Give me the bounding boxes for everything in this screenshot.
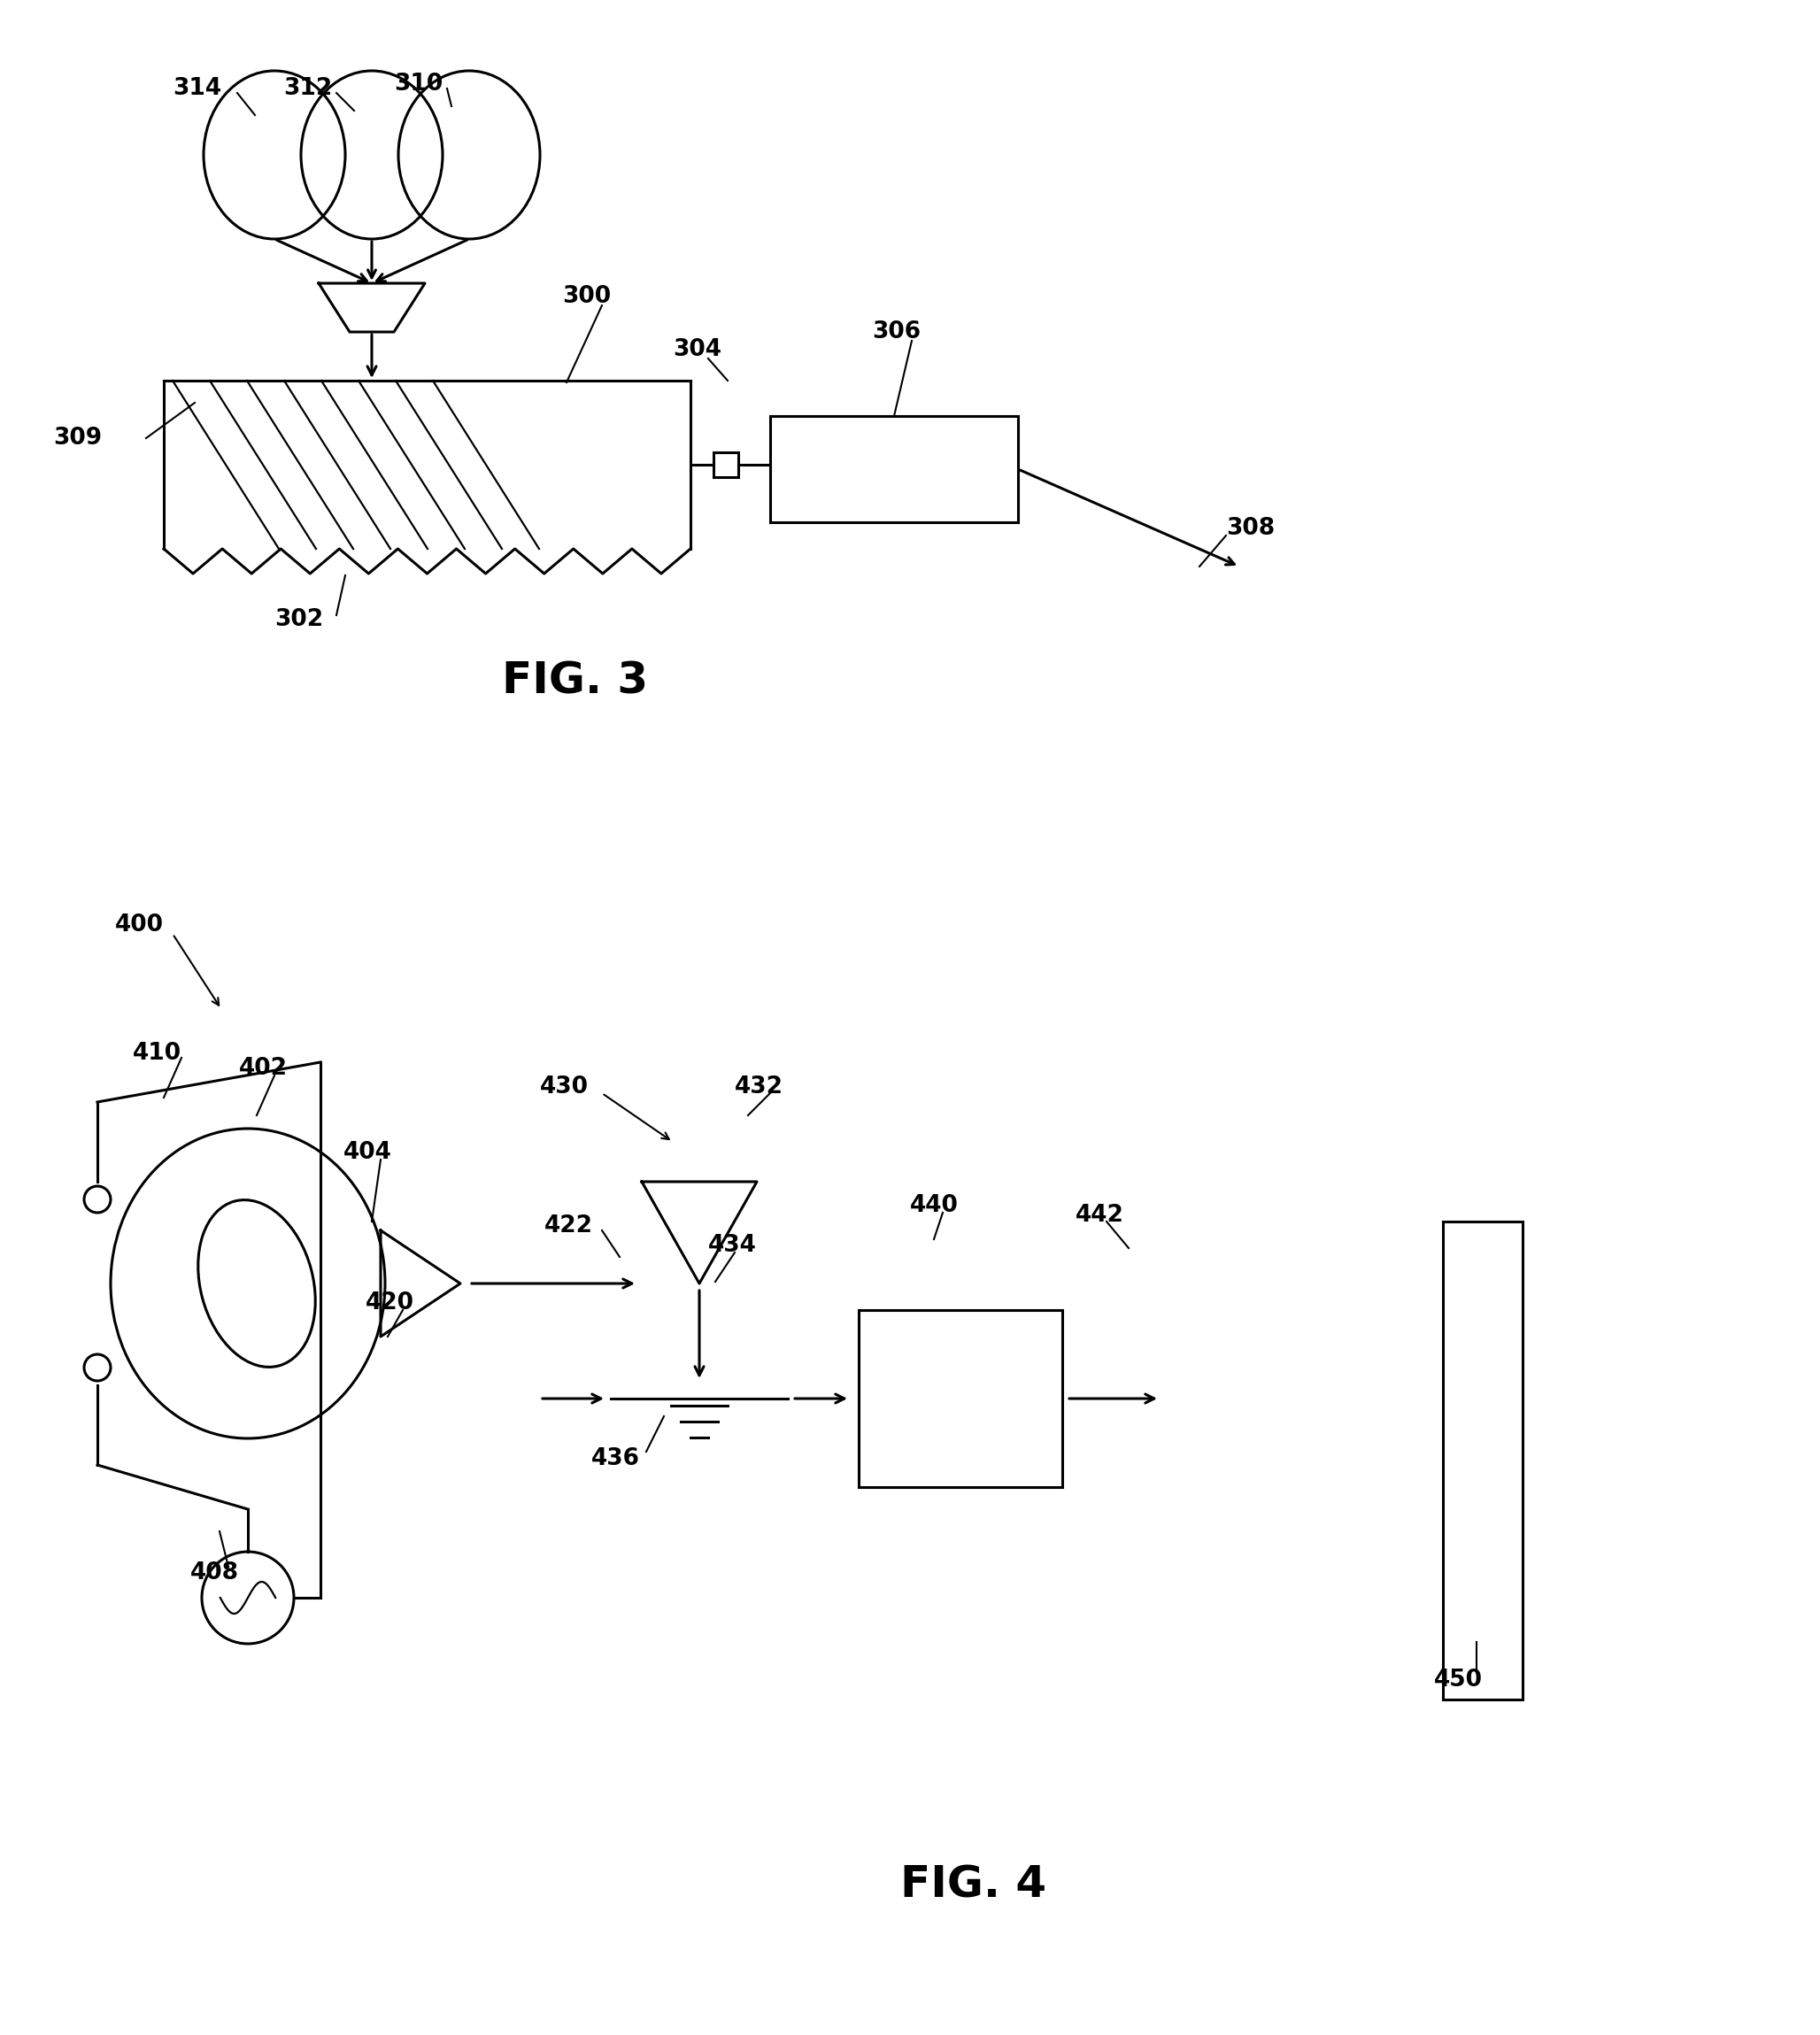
Text: 404: 404 (344, 1142, 391, 1164)
Text: 420: 420 (366, 1292, 415, 1315)
Text: 422: 422 (544, 1215, 593, 1237)
Text: FIG. 3: FIG. 3 (502, 659, 648, 702)
Text: 309: 309 (53, 427, 102, 450)
Text: 408: 408 (191, 1561, 238, 1585)
Text: 434: 434 (708, 1233, 757, 1258)
Text: 312: 312 (284, 77, 333, 100)
Text: 450: 450 (1434, 1669, 1483, 1691)
Text: 304: 304 (673, 338, 721, 360)
Text: 432: 432 (735, 1074, 783, 1099)
Text: 402: 402 (238, 1056, 288, 1081)
Text: 300: 300 (562, 285, 612, 307)
Bar (713, 452, 739, 476)
Bar (859, 1311, 1063, 1488)
Bar (1443, 1221, 1523, 1699)
Text: 310: 310 (393, 73, 442, 96)
Text: 440: 440 (910, 1195, 959, 1217)
Text: 442: 442 (1076, 1205, 1125, 1227)
Bar (770, 415, 1017, 523)
Text: 430: 430 (541, 1074, 588, 1099)
Text: 410: 410 (133, 1042, 182, 1064)
Text: 436: 436 (592, 1447, 641, 1469)
Text: 302: 302 (275, 608, 324, 631)
Text: 308: 308 (1227, 517, 1274, 539)
Text: 306: 306 (872, 319, 921, 344)
Text: FIG. 4: FIG. 4 (901, 1864, 1046, 1907)
Text: 400: 400 (115, 914, 164, 936)
Text: 314: 314 (173, 77, 222, 100)
